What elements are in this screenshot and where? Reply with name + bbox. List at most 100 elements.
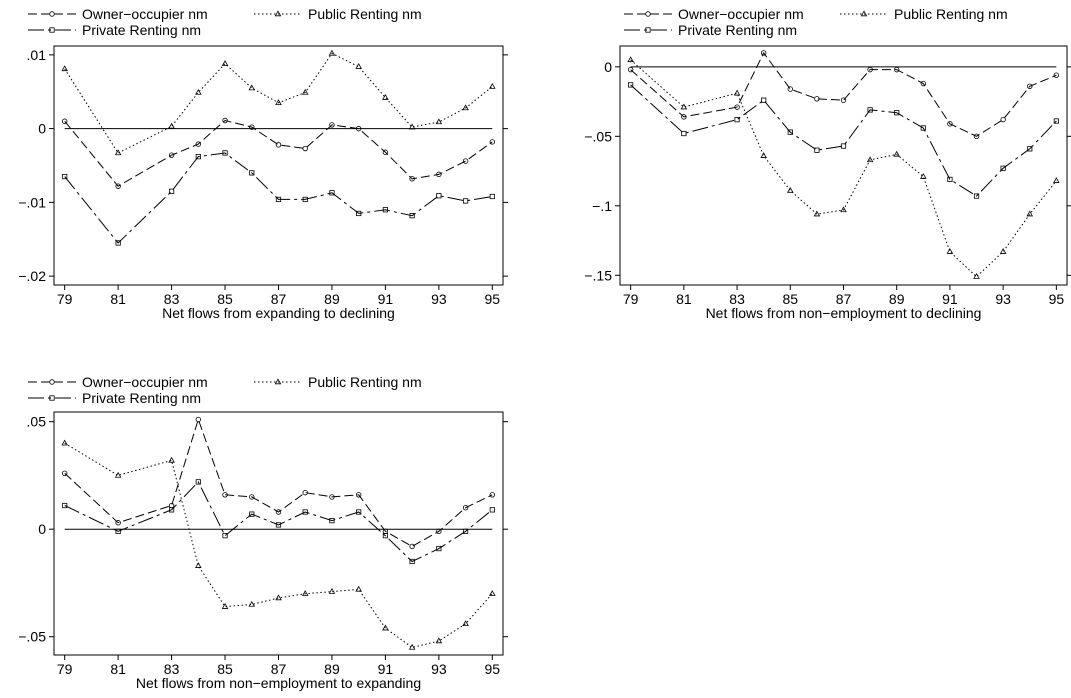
data-point-owner — [61, 118, 68, 124]
chart-panel-1: −.02 −.01 0 .01 79 81 83 85 87 89 91 93 95 Net flows … — [18, 6, 508, 321]
data-point-private — [222, 533, 228, 539]
data-point-owner — [1053, 72, 1060, 78]
legend-label-public: Public Renting nm — [308, 6, 422, 22]
y-tick-label: 0 — [38, 521, 46, 537]
data-point-private — [1000, 165, 1006, 171]
data-point-private — [329, 190, 335, 196]
data-point-owner — [627, 66, 634, 73]
x-tick-label: 85 — [217, 291, 233, 307]
legend-label-public: Public Renting nm — [894, 6, 1008, 22]
legend-label-private: Private Renting nm — [82, 22, 201, 38]
x-tick-label: 85 — [782, 291, 798, 307]
data-point-owner — [894, 66, 900, 73]
y-tick-label: −.15 — [584, 267, 612, 283]
data-point-public — [61, 439, 68, 446]
data-point-public — [195, 562, 202, 568]
x-tick-label: 81 — [110, 661, 126, 677]
data-point-owner — [787, 86, 793, 92]
data-point-owner — [302, 145, 308, 152]
legend: Owner−occupier nm Public Renting nm Privat… — [28, 6, 422, 38]
data-point-private — [168, 188, 175, 194]
series-line-owner — [64, 119, 493, 187]
data-point-public — [893, 150, 900, 157]
data-point-public — [408, 643, 416, 650]
x-tick-label: 89 — [324, 291, 340, 307]
x-tick-label: 91 — [378, 291, 394, 307]
data-point-public — [489, 82, 496, 89]
data-point-public — [733, 89, 741, 96]
data-point-public — [866, 156, 874, 163]
data-point-owner — [115, 183, 121, 189]
legend-marker-owner — [49, 11, 55, 17]
data-point-owner — [302, 489, 308, 496]
y-tick-label: −.05 — [18, 629, 46, 645]
data-point-public — [787, 186, 794, 193]
data-point-private — [489, 507, 495, 513]
data-point-public — [946, 248, 954, 254]
data-point-public — [248, 600, 256, 607]
data-point-public — [355, 63, 362, 69]
data-point-private — [462, 528, 469, 534]
x-tick-label: 85 — [217, 661, 233, 677]
x-tick-label: 95 — [485, 661, 501, 677]
data-point-private — [409, 213, 415, 219]
x-axis-label: Net flows from expanding to declining — [162, 305, 395, 321]
data-point-public — [221, 60, 229, 66]
plot-frame — [53, 45, 504, 286]
legend-label-private: Private Renting nm — [678, 22, 797, 38]
legend-marker-public — [274, 10, 282, 17]
data-point-public — [355, 585, 362, 592]
data-point-private — [302, 509, 308, 515]
data-point-public — [408, 123, 416, 130]
x-axis-label: Net flows from non−employment to expandi… — [136, 675, 421, 691]
x-tick-label: 95 — [485, 291, 501, 307]
data-point-owner — [275, 509, 282, 515]
data-point-owner — [867, 66, 873, 73]
data-point-public — [114, 471, 122, 478]
x-tick-label: 81 — [110, 291, 126, 307]
series-line-private — [64, 481, 493, 563]
data-point-owner — [195, 141, 202, 147]
data-point-private — [681, 130, 687, 137]
data-point-owner — [734, 104, 740, 110]
y-tick-label: .05 — [27, 414, 47, 430]
legend-label-owner: Owner−occupier nm — [82, 374, 208, 390]
legend-marker-private — [49, 395, 55, 401]
data-point-public — [462, 620, 469, 627]
data-point-owner — [489, 139, 496, 145]
legend-marker-public — [860, 10, 868, 17]
x-tick-label: 89 — [889, 291, 905, 307]
data-point-private — [867, 107, 873, 113]
series-line-private — [630, 84, 1057, 197]
data-point-public — [275, 99, 282, 105]
data-point-private — [275, 196, 282, 203]
x-tick-label: 93 — [431, 661, 447, 677]
y-tick-label: 0 — [604, 59, 612, 75]
legend-marker-private — [49, 27, 55, 33]
data-point-private — [195, 154, 201, 160]
data-point-public — [275, 594, 282, 601]
data-point-private — [436, 193, 442, 199]
data-point-private — [947, 176, 953, 182]
x-tick-label: 91 — [942, 291, 958, 307]
y-tick-label: −.1 — [592, 198, 612, 214]
data-point-private — [356, 210, 362, 217]
legend-label-owner: Owner−occupier nm — [678, 6, 804, 22]
data-point-public — [999, 248, 1007, 254]
data-point-owner — [222, 117, 228, 124]
data-point-public — [462, 104, 469, 111]
data-point-owner — [462, 158, 469, 164]
x-tick-label: 91 — [378, 661, 394, 677]
data-point-private — [222, 150, 228, 156]
data-point-owner — [61, 470, 68, 476]
series-line-owner — [630, 51, 1057, 137]
data-point-owner — [436, 528, 442, 535]
y-tick-label: .01 — [27, 47, 47, 63]
data-point-private — [115, 240, 121, 246]
data-point-public — [195, 88, 202, 95]
data-point-owner — [1027, 83, 1033, 89]
data-point-public — [840, 206, 847, 213]
legend-label-public: Public Renting nm — [308, 374, 422, 390]
x-tick-label: 87 — [836, 291, 852, 307]
data-point-private — [1053, 118, 1059, 124]
